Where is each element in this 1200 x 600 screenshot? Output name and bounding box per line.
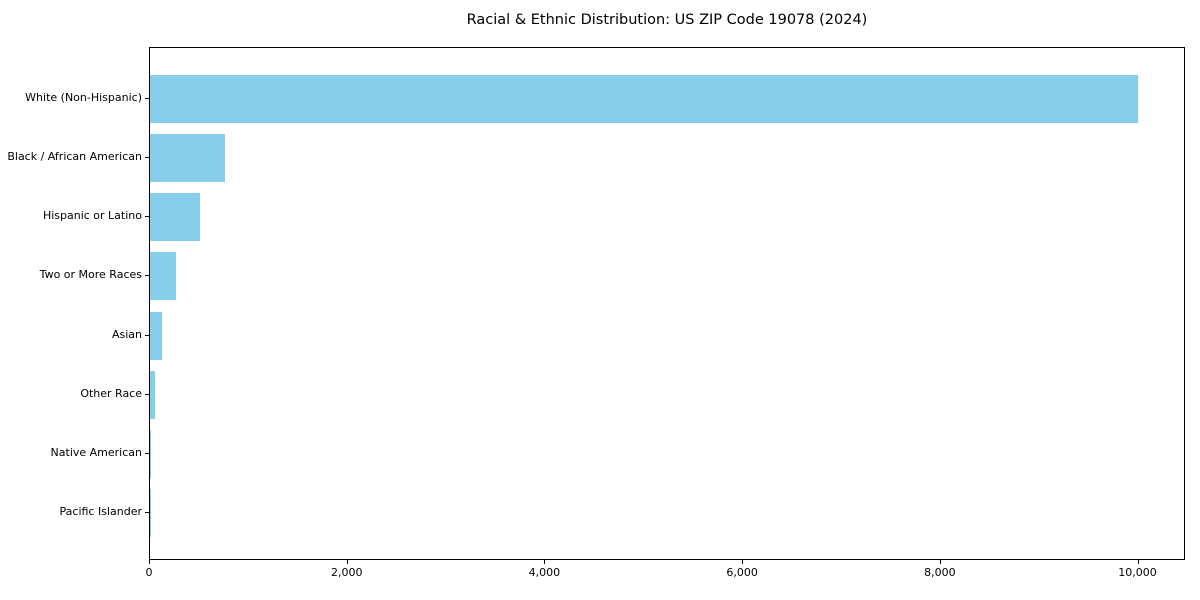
x-tick-label: 6,000	[726, 566, 758, 579]
y-tick-label: Native American	[50, 445, 142, 459]
x-tick-label: 10,000	[1118, 566, 1157, 579]
bar-native-american	[150, 429, 151, 478]
chart-title: Racial & Ethnic Distribution: US ZIP Cod…	[466, 12, 868, 28]
y-tick-label: Other Race	[80, 386, 142, 400]
plot-area	[149, 47, 1185, 560]
y-tick-mark	[145, 452, 149, 454]
x-tick-mark	[544, 560, 546, 564]
y-tick-label: Two or More Races	[39, 268, 142, 282]
y-tick-mark	[145, 393, 149, 395]
x-tick-label: 2,000	[330, 566, 363, 579]
y-tick-mark	[145, 157, 149, 159]
bar-two-or-more-races	[150, 252, 177, 301]
x-tick-label: 4,000	[528, 566, 561, 579]
y-tick-label: Asian	[111, 327, 142, 341]
bar-black-african-american	[150, 134, 225, 183]
y-tick-mark	[145, 216, 149, 218]
y-tick-label: Hispanic or Latino	[42, 209, 142, 223]
x-tick-mark	[1137, 560, 1139, 564]
x-tick-mark	[939, 560, 941, 564]
y-tick-mark	[145, 334, 149, 336]
bar-other-race	[150, 370, 155, 419]
x-tick-mark	[742, 560, 744, 564]
x-tick-label: 8,000	[924, 566, 956, 579]
x-tick-mark	[346, 560, 348, 564]
bar-white-non-hispanic	[150, 75, 1138, 123]
x-tick-label: 0	[145, 566, 153, 579]
y-tick-label: Black / African American	[7, 150, 142, 164]
y-tick-mark	[145, 275, 149, 277]
bar-asian	[150, 311, 162, 360]
y-tick-mark	[145, 98, 149, 99]
x-tick-mark	[149, 560, 150, 564]
y-tick-label: Pacific Islander	[59, 504, 142, 518]
y-tick-mark	[145, 511, 149, 513]
y-tick-label: White (Non-Hispanic)	[25, 91, 142, 104]
bar-hispanic-or-latino	[150, 193, 200, 242]
